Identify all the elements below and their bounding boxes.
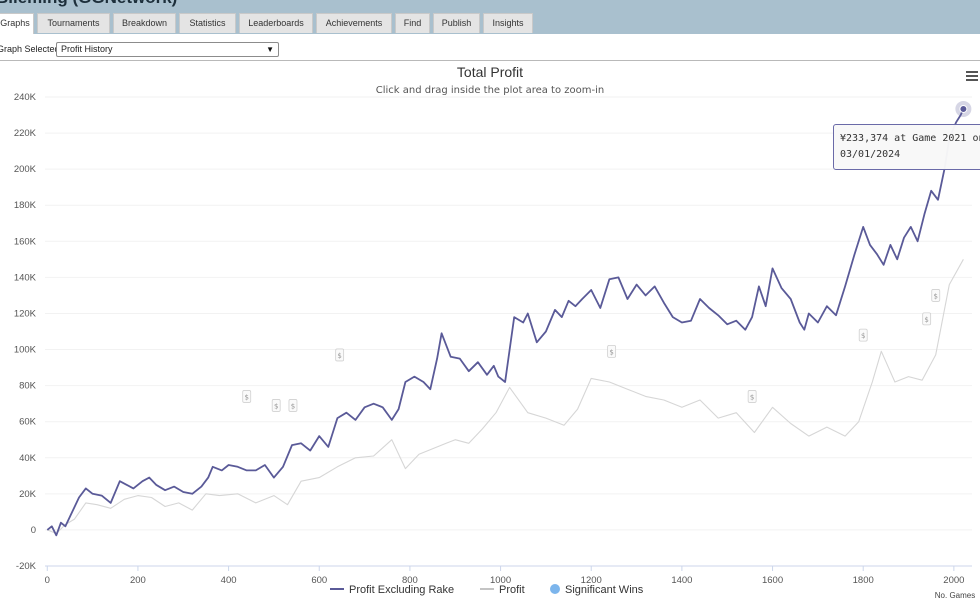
chart-title: Total Profit xyxy=(457,64,523,80)
tab-breakdown[interactable]: Breakdown xyxy=(113,13,176,33)
y-tick-label: 60K xyxy=(19,417,37,428)
tab-statistics[interactable]: Statistics xyxy=(179,13,236,33)
y-tick-label: -20K xyxy=(16,561,37,572)
dollar-marker-label: $ xyxy=(924,316,928,324)
legend-profit[interactable]: Profit xyxy=(480,584,525,596)
x-tick-label: 800 xyxy=(402,575,418,586)
dollar-marker-label: $ xyxy=(934,292,938,300)
significant-win-marker[interactable]: $ xyxy=(288,399,298,412)
dollar-marker-icon xyxy=(335,348,345,362)
tab-publish[interactable]: Publish xyxy=(433,13,480,33)
legend-label: Profit Excluding Rake xyxy=(349,584,454,596)
tab-graphs[interactable]: Graphs xyxy=(0,13,34,34)
graph-selector-dropdown[interactable]: Profit History ▼ xyxy=(56,42,279,57)
y-tick-label: 200K xyxy=(14,164,37,175)
tab-find[interactable]: Find xyxy=(395,13,430,33)
y-tick-label: 140K xyxy=(14,272,37,283)
dollar-marker-label: $ xyxy=(244,393,248,401)
graph-selector-label: Graph Selected: xyxy=(0,44,63,54)
significant-wins-layer: $ $ $ $ $ $ $ $ $ xyxy=(242,100,972,412)
hovered-point[interactable] xyxy=(959,104,968,113)
y-tick-label: 0 xyxy=(31,525,36,536)
significant-win-marker[interactable]: $ xyxy=(858,328,868,342)
gridlines xyxy=(45,96,972,567)
series-layer xyxy=(46,108,965,537)
dollar-marker-label: $ xyxy=(609,348,613,356)
y-tick-label: 40K xyxy=(19,453,37,464)
x-tick-label: 2000 xyxy=(943,575,964,586)
significant-win-marker[interactable]: $ xyxy=(931,289,941,302)
x-tick-label: 1200 xyxy=(581,575,602,586)
dollar-marker-icon xyxy=(271,399,281,412)
x-tick-label: 1800 xyxy=(853,575,874,586)
dollar-marker-icon xyxy=(747,390,757,403)
x-tick-label: 1400 xyxy=(671,575,692,586)
dollar-marker-icon xyxy=(288,399,298,412)
data-point-tooltip: ¥233,374 at Game 2021 on 03/01/2024 xyxy=(833,124,980,170)
x-tick-label: 600 xyxy=(311,575,327,586)
series-profit[interactable] xyxy=(47,259,964,535)
chart-legend: Profit Excluding Rake Profit Significant W… xyxy=(330,584,644,596)
dollar-marker-icon xyxy=(922,312,932,326)
y-tick-label: 100K xyxy=(14,345,37,356)
series-profit-excluding-rake[interactable] xyxy=(46,108,965,537)
hamburger-menu-icon[interactable] xyxy=(964,68,980,84)
tooltip-line-2: 03/01/2024 xyxy=(840,149,901,160)
y-tick-label: 20K xyxy=(19,489,37,500)
dollar-marker-icon xyxy=(242,390,252,403)
x-tick-label: 1600 xyxy=(762,575,783,586)
significant-win-marker[interactable]: $ xyxy=(242,390,252,403)
dollar-marker-icon xyxy=(858,328,868,342)
dollar-marker-label: $ xyxy=(750,393,754,401)
y-tick-label: 240K xyxy=(14,92,37,103)
legend-significant-wins[interactable]: Significant Wins xyxy=(550,584,644,596)
legend-dot-swatch xyxy=(550,584,560,594)
legend-label: Significant Wins xyxy=(565,584,644,596)
x-tick-label: 1000 xyxy=(490,575,511,586)
dollar-marker-label: $ xyxy=(274,402,278,410)
significant-win-marker[interactable]: $ xyxy=(271,399,281,412)
significant-win-marker[interactable]: $ xyxy=(747,390,757,403)
significant-win-marker[interactable]: $ xyxy=(922,312,932,326)
tooltip-line-1: ¥233,374 at Game 2021 on xyxy=(840,133,980,144)
dollar-marker-label: $ xyxy=(337,352,341,360)
y-tick-label: 160K xyxy=(14,236,37,247)
y-tick-label: 80K xyxy=(19,381,37,392)
legend-label: Profit xyxy=(499,584,525,596)
tab-achievements[interactable]: Achievements xyxy=(316,13,392,33)
y-axis: -20K 0 20K 40K 60K 80K 100K 120K 140K 160K 180K 200… xyxy=(14,92,37,572)
tab-tournaments[interactable]: Tournaments xyxy=(37,13,110,33)
dollar-marker-icon xyxy=(931,289,941,302)
graph-selector-value: Profit History xyxy=(61,44,113,54)
dollar-marker-label: $ xyxy=(291,402,295,410)
app-title: Blieming (GGNetwork) xyxy=(0,0,177,8)
y-tick-label: 220K xyxy=(14,128,37,139)
dollar-marker-icon xyxy=(607,344,617,358)
top-header: Blieming (GGNetwork) Graphs Tournaments … xyxy=(0,0,980,34)
x-tick-label: 0 xyxy=(45,575,50,586)
x-tick-label: 400 xyxy=(221,575,237,586)
x-axis-title: No. Games xyxy=(935,591,975,600)
x-axis: 0 200 400 600 800 1000 1200 1400 1600 1800 2000 xyxy=(45,565,972,586)
chevron-down-icon: ▼ xyxy=(266,45,274,54)
divider xyxy=(0,60,980,61)
chart-subtitle: Click and drag inside the plot area to z… xyxy=(376,85,604,96)
tab-leaderboards[interactable]: Leaderboards xyxy=(239,13,313,33)
significant-win-marker[interactable]: $ xyxy=(607,344,617,358)
legend-profit-excluding-rake[interactable]: Profit Excluding Rake xyxy=(330,584,454,596)
tab-insights[interactable]: Insights xyxy=(483,13,533,33)
significant-win-marker[interactable]: $ xyxy=(335,348,345,362)
dollar-marker-label: $ xyxy=(861,332,865,340)
y-tick-label: 180K xyxy=(14,200,37,211)
x-tick-label: 200 xyxy=(130,575,146,586)
y-tick-label: 120K xyxy=(14,308,37,319)
